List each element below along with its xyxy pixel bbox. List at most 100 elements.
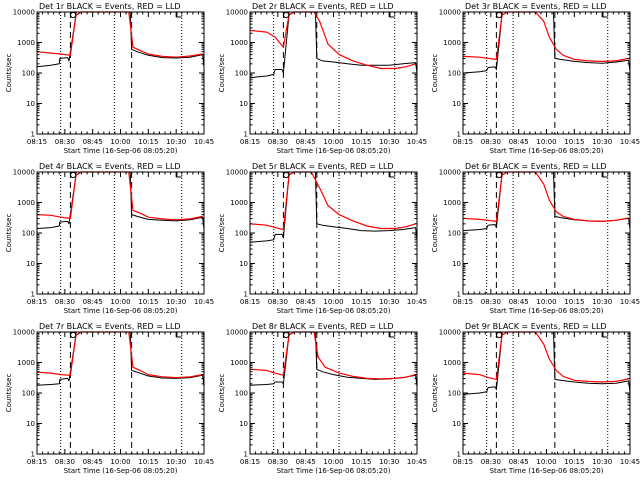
x-tick-label: 08:45 bbox=[509, 138, 529, 146]
x-tick-label: 08:45 bbox=[296, 298, 316, 306]
attenuator-marker bbox=[496, 331, 503, 339]
y-tick-label: 100 bbox=[22, 70, 35, 78]
y-tick-label: 1000 bbox=[17, 39, 35, 47]
y-tick-label: 10 bbox=[239, 260, 248, 268]
series-line-events bbox=[249, 171, 418, 243]
x-tick-label: 10:15 bbox=[564, 458, 584, 466]
y-tick-label: 1 bbox=[244, 131, 248, 139]
y-tick-label: 1 bbox=[31, 451, 35, 459]
series-line-lld bbox=[462, 171, 629, 222]
panel-det-5: Det 5r BLACK = Events, RED = LLD 1 10 100 10… bbox=[218, 162, 427, 315]
state-marker bbox=[176, 172, 182, 178]
x-tick-label: 08:30 bbox=[268, 138, 288, 146]
x-tick-label: 08:15 bbox=[240, 138, 260, 146]
panel-title: Det 5r BLACK = Events, RED = LLD bbox=[252, 162, 394, 171]
x-tick-label: 08:30 bbox=[55, 458, 75, 466]
x-tick-label: 10:00 bbox=[323, 458, 343, 466]
plot-frame bbox=[249, 11, 418, 135]
attenuator-marker bbox=[496, 11, 503, 19]
series-line-lld bbox=[249, 331, 416, 380]
series-line-lld bbox=[249, 11, 416, 70]
x-axis-label: Start Time (16-Sep-06 08:05:20) bbox=[64, 307, 178, 315]
x-tick-label: 10:15 bbox=[138, 298, 158, 306]
x-tick-label: 10:45 bbox=[194, 138, 214, 146]
panel-title: Det 7r BLACK = Events, RED = LLD bbox=[39, 322, 181, 331]
attenuator-marker bbox=[283, 11, 290, 19]
y-tick-label: 100 bbox=[235, 230, 248, 238]
y-tick-label: 100 bbox=[448, 230, 461, 238]
x-tick-label: 08:30 bbox=[481, 298, 501, 306]
x-tick-label: 08:30 bbox=[481, 458, 501, 466]
series-line-events bbox=[36, 11, 205, 68]
x-tick-label: 10:15 bbox=[564, 138, 584, 146]
state-marker bbox=[176, 12, 182, 18]
y-tick-label: 10000 bbox=[439, 169, 461, 177]
y-tick-label: 1 bbox=[31, 291, 35, 299]
attenuator-marker bbox=[496, 171, 503, 179]
x-tick-label: 10:30 bbox=[592, 298, 612, 306]
x-tick-label: 08:30 bbox=[55, 138, 75, 146]
y-tick-label: 100 bbox=[448, 390, 461, 398]
series-line-lld bbox=[36, 171, 203, 221]
y-tick-label: 10000 bbox=[13, 169, 35, 177]
y-tick-label: 1000 bbox=[230, 359, 248, 367]
x-axis-label: Start Time (16-Sep-06 08:05:20) bbox=[490, 307, 604, 315]
state-marker bbox=[389, 172, 395, 178]
y-tick-label: 10000 bbox=[13, 329, 35, 337]
series-line-events bbox=[462, 11, 631, 74]
x-tick-label: 10:30 bbox=[592, 138, 612, 146]
x-tick-label: 08:30 bbox=[55, 298, 75, 306]
x-tick-label: 08:15 bbox=[27, 298, 47, 306]
x-axis-label: Start Time (16-Sep-06 08:05:20) bbox=[490, 467, 604, 475]
y-tick-label: 10 bbox=[452, 420, 461, 428]
state-marker bbox=[602, 172, 608, 178]
x-axis-label: Start Time (16-Sep-06 08:05:20) bbox=[277, 147, 391, 155]
y-tick-label: 10 bbox=[452, 260, 461, 268]
attenuator-marker bbox=[70, 331, 77, 339]
x-tick-label: 10:15 bbox=[138, 138, 158, 146]
x-tick-label: 08:45 bbox=[296, 138, 316, 146]
x-tick-label: 10:30 bbox=[379, 458, 399, 466]
y-tick-label: 100 bbox=[235, 70, 248, 78]
x-tick-label: 10:15 bbox=[351, 458, 371, 466]
x-tick-label: 08:15 bbox=[27, 458, 47, 466]
x-axis-label: Start Time (16-Sep-06 08:05:20) bbox=[277, 307, 391, 315]
x-tick-label: 08:30 bbox=[481, 138, 501, 146]
y-tick-label: 1000 bbox=[230, 199, 248, 207]
panel-title: Det 8r BLACK = Events, RED = LLD bbox=[252, 322, 394, 331]
series-line-lld bbox=[249, 171, 416, 231]
panel-title: Det 3r BLACK = Events, RED = LLD bbox=[465, 2, 607, 11]
x-axis-label: Start Time (16-Sep-06 08:05:20) bbox=[277, 467, 391, 475]
panel-det-6: Det 6r BLACK = Events, RED = LLD 1 10 100 10… bbox=[431, 162, 640, 315]
x-tick-label: 10:00 bbox=[110, 458, 130, 466]
x-tick-label: 10:45 bbox=[620, 298, 640, 306]
x-tick-label: 08:15 bbox=[453, 458, 473, 466]
y-tick-label: 10000 bbox=[439, 9, 461, 17]
y-axis-label: Counts/sec bbox=[431, 374, 439, 413]
attenuator-marker bbox=[70, 171, 77, 179]
attenuator-marker bbox=[70, 11, 77, 19]
y-tick-label: 10 bbox=[239, 100, 248, 108]
x-tick-label: 08:15 bbox=[453, 298, 473, 306]
y-axis-label: Counts/sec bbox=[218, 214, 226, 253]
x-tick-label: 10:30 bbox=[379, 138, 399, 146]
y-axis-label: Counts/sec bbox=[431, 54, 439, 93]
y-tick-label: 10 bbox=[452, 100, 461, 108]
plot-frame bbox=[36, 171, 205, 295]
x-tick-label: 10:15 bbox=[564, 298, 584, 306]
panel-title: Det 2r BLACK = Events, RED = LLD bbox=[252, 2, 394, 11]
series-line-lld bbox=[462, 11, 629, 63]
panel-title: Det 9r BLACK = Events, RED = LLD bbox=[465, 322, 607, 331]
panel-title: Det 1r BLACK = Events, RED = LLD bbox=[39, 2, 181, 11]
y-tick-label: 10 bbox=[26, 100, 35, 108]
y-tick-label: 100 bbox=[22, 390, 35, 398]
y-axis-label: Counts/sec bbox=[218, 54, 226, 93]
y-axis-label: Counts/sec bbox=[431, 214, 439, 253]
series-line-events bbox=[36, 171, 205, 230]
x-axis-label: Start Time (16-Sep-06 08:05:20) bbox=[64, 147, 178, 155]
x-tick-label: 08:30 bbox=[268, 458, 288, 466]
x-tick-label: 10:15 bbox=[138, 458, 158, 466]
series-line-lld bbox=[36, 331, 203, 379]
y-tick-label: 10000 bbox=[226, 169, 248, 177]
